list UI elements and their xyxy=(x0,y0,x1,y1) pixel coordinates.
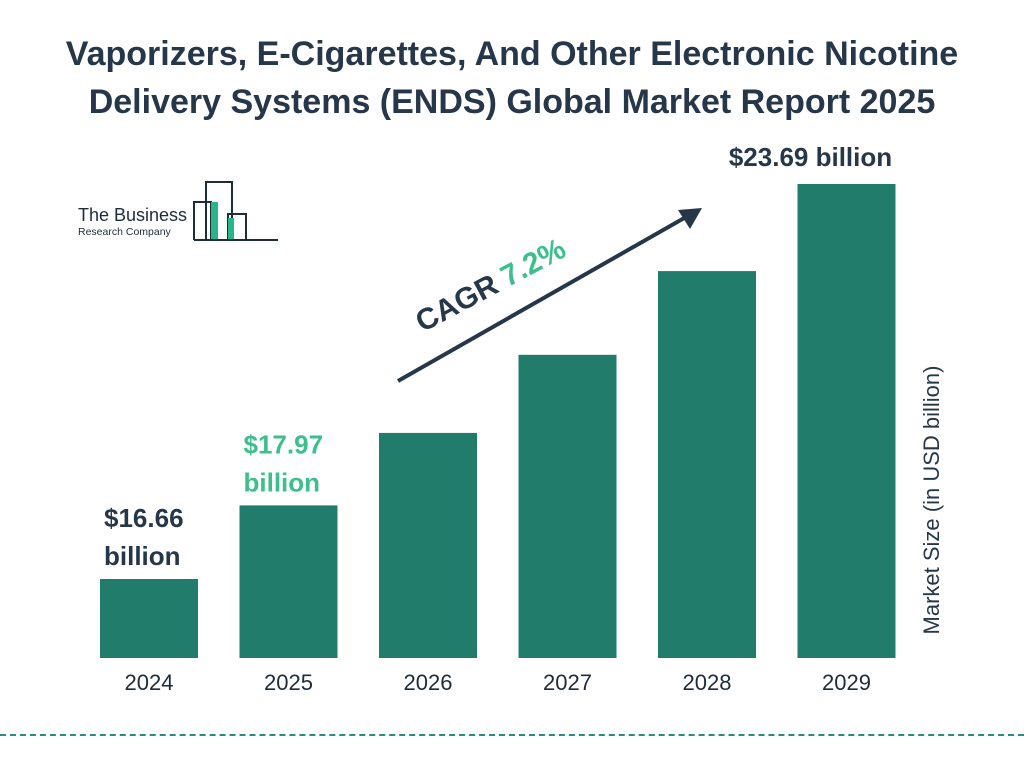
chart-title: Vaporizers, E-Cigarettes, And Other Elec… xyxy=(0,30,1024,126)
logo-buildings-icon xyxy=(193,181,278,241)
bar-2029 xyxy=(797,184,896,658)
x-tick-label-2028: 2028 xyxy=(683,670,732,695)
chart-title-line-1: Vaporizers, E-Cigarettes, And Other Elec… xyxy=(65,35,959,73)
bar-2024 xyxy=(100,579,198,658)
x-tick-label-2025: 2025 xyxy=(264,670,313,695)
chart-title-line-2: Delivery Systems (ENDS) Global Market Re… xyxy=(88,83,936,121)
x-tick-label-2024: 2024 xyxy=(125,670,174,695)
x-tick-labels-group: 2024 2025 2026 2027 2028 2029 xyxy=(125,670,871,695)
bar-2025 xyxy=(239,505,338,658)
bar-2028 xyxy=(658,271,756,658)
x-tick-label-2029: 2029 xyxy=(822,670,871,695)
arrow-head-icon xyxy=(678,208,702,229)
data-labels-group: $16.66 billion $17.97 billion $23.69 billion xyxy=(104,142,892,571)
logo-text-main: The Business xyxy=(78,205,188,225)
bar-2027 xyxy=(518,354,617,658)
x-tick-label-2026: 2026 xyxy=(404,670,453,695)
bars-group xyxy=(100,184,896,658)
bottom-divider xyxy=(0,734,1024,736)
data-label-2029: $23.69 billion xyxy=(729,142,892,172)
cagr-arrow xyxy=(397,208,702,383)
company-logo: The Business Research Company xyxy=(78,180,288,246)
logo-text-sub: Research Company xyxy=(78,226,171,238)
data-label-2025: $17.97 billion xyxy=(244,429,324,497)
data-label-2024: $16.66 billion xyxy=(104,503,184,571)
bar-2026 xyxy=(379,432,477,658)
x-tick-label-2027: 2027 xyxy=(543,670,592,695)
y-axis-label: Market Size (in USD billion) xyxy=(919,365,944,635)
